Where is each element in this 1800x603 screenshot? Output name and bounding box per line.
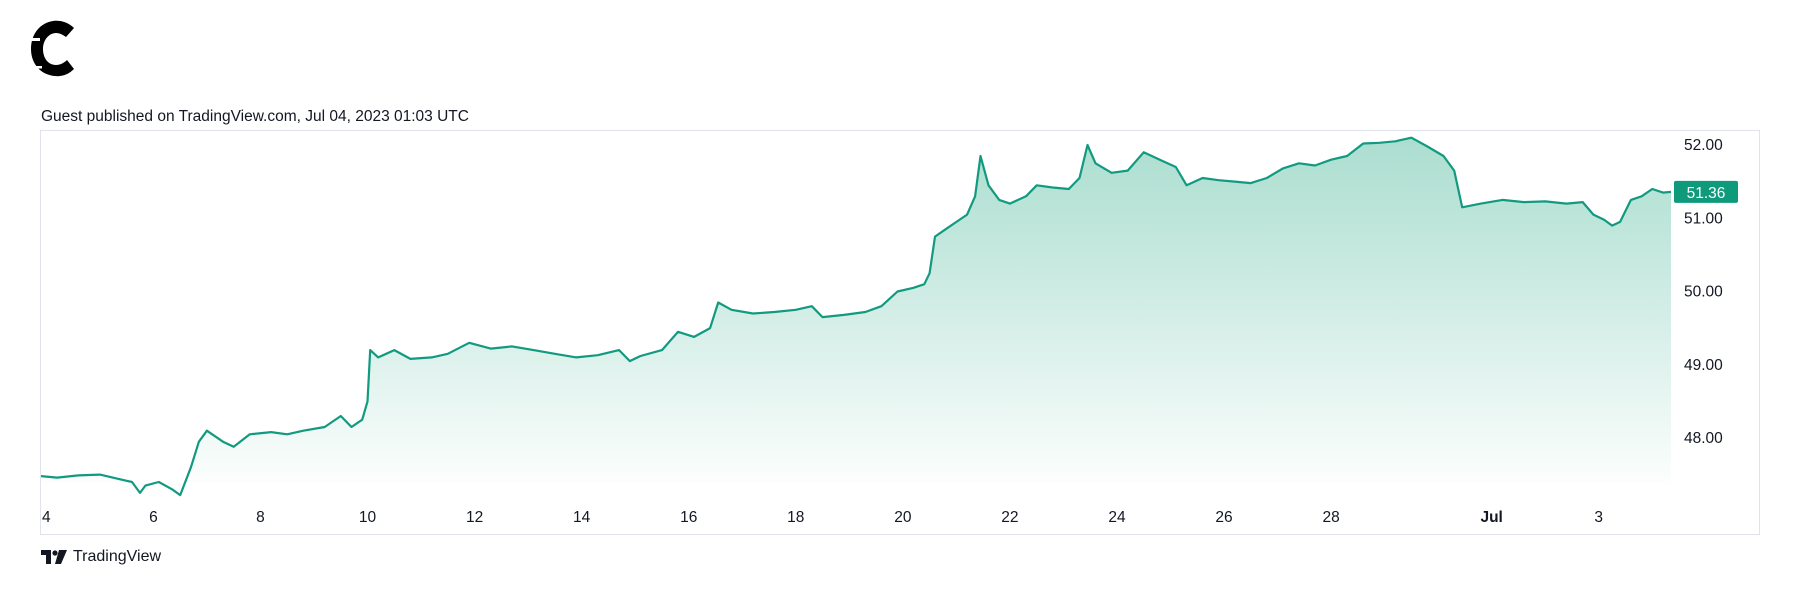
x-tick-label: 3 (1594, 509, 1603, 526)
y-tick-label: 52.00 (1684, 137, 1723, 154)
x-tick-label: 24 (1108, 509, 1126, 526)
x-tick-label: 26 (1215, 509, 1232, 526)
x-tick-label: 20 (894, 509, 912, 526)
chart-panel[interactable]: 52.00 51.00 50.00 49.00 48.00 4 6 8 10 12 14 16 18 2… (40, 130, 1760, 535)
c-brand-icon (30, 20, 80, 77)
x-tick-label: 28 (1322, 509, 1339, 526)
last-price-badge (1674, 180, 1738, 203)
y-tick-label: 49.00 (1684, 357, 1723, 374)
y-tick-label: 48.00 (1684, 430, 1723, 447)
y-tick-label: 51.00 (1684, 210, 1723, 227)
x-tick-label: Jul (1480, 509, 1502, 526)
tradingview-icon (41, 550, 67, 564)
x-tick-label: 10 (359, 509, 377, 526)
x-tick-label: 22 (1001, 509, 1018, 526)
last-price-label: 51.36 (1687, 185, 1726, 202)
x-tick-label: 14 (573, 509, 591, 526)
footer-brand-label: TradingView (73, 548, 162, 565)
x-tick-label: 6 (149, 509, 158, 526)
y-tick-label: 50.00 (1684, 284, 1723, 301)
x-tick-label: 4 (42, 509, 51, 526)
price-area (41, 137, 1671, 496)
x-tick-label: 8 (256, 509, 265, 526)
price-chart[interactable]: 52.00 51.00 50.00 49.00 48.00 4 6 8 10 12 14 16 18 2… (41, 131, 1761, 536)
x-tick-label: 16 (680, 509, 697, 526)
footer-brand[interactable]: TradingView (41, 548, 161, 566)
x-tick-label: 12 (466, 509, 483, 526)
published-line: Guest published on TradingView.com, Jul … (41, 108, 469, 125)
price-line (41, 136, 1672, 497)
x-tick-label: 18 (787, 509, 804, 526)
